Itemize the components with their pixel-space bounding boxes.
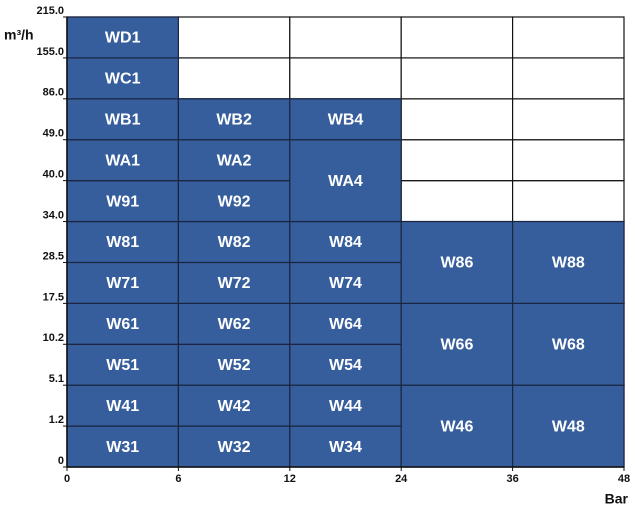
model-label: WB2 xyxy=(216,111,252,128)
empty-cell xyxy=(511,57,625,100)
model-label: WB1 xyxy=(105,111,141,128)
x-tick-label: 12 xyxy=(284,473,296,485)
x-tick-label: 24 xyxy=(395,473,408,485)
model-label: WA1 xyxy=(105,152,140,169)
y-tick-label: 215.0 xyxy=(36,5,64,17)
model-label: W44 xyxy=(329,398,362,415)
empty-cell xyxy=(400,57,514,100)
model-cell xyxy=(177,261,291,304)
y-tick-label: 86.0 xyxy=(43,87,64,99)
model-cell xyxy=(66,16,180,59)
empty-cell xyxy=(511,139,625,182)
y-tick-label: 17.5 xyxy=(43,291,64,303)
model-label: W84 xyxy=(329,234,362,251)
empty-cell xyxy=(400,98,514,141)
model-label: W68 xyxy=(552,336,585,353)
model-cell xyxy=(177,425,291,468)
model-cell xyxy=(400,302,514,386)
model-cell xyxy=(289,261,402,304)
x-tick-label: 6 xyxy=(175,473,181,485)
empty-cell xyxy=(177,57,291,100)
model-cell xyxy=(66,139,180,182)
y-tick-label: 34.0 xyxy=(43,209,64,221)
model-label: W41 xyxy=(106,398,139,415)
model-cell xyxy=(511,220,625,304)
model-label: WC1 xyxy=(105,71,141,88)
model-label: WA2 xyxy=(217,152,252,169)
model-label: W61 xyxy=(106,316,139,333)
model-label: W32 xyxy=(218,439,251,456)
y-tick-label: 10.2 xyxy=(43,332,64,344)
model-label: W82 xyxy=(218,234,251,251)
y-unit: m³/h xyxy=(4,27,34,43)
model-label: W34 xyxy=(329,439,362,456)
model-cell xyxy=(66,180,180,223)
empty-cell xyxy=(177,16,291,59)
model-label: W64 xyxy=(329,316,362,333)
x-tick-label: 48 xyxy=(618,473,630,485)
model-label: W74 xyxy=(329,275,362,292)
y-tick-label: 49.0 xyxy=(43,128,64,140)
empty-cell xyxy=(400,139,514,182)
y-tick-label: 40.0 xyxy=(43,169,64,181)
model-cell xyxy=(400,384,514,468)
x-tick-label: 0 xyxy=(64,473,70,485)
model-label: W46 xyxy=(440,418,473,435)
empty-cell xyxy=(400,16,514,59)
model-label: W42 xyxy=(218,398,251,415)
y-tick-label: 1.2 xyxy=(49,414,64,426)
model-cell xyxy=(66,425,180,468)
model-label: W88 xyxy=(552,255,585,272)
model-label: W81 xyxy=(106,234,139,251)
model-cell xyxy=(66,98,180,141)
model-label: W54 xyxy=(329,357,362,374)
empty-cell xyxy=(289,16,402,59)
empty-cell xyxy=(289,57,402,100)
model-cell xyxy=(289,98,402,141)
empty-cell xyxy=(511,180,625,223)
model-cell xyxy=(289,139,402,223)
x-tick-label: 36 xyxy=(506,473,518,485)
model-label: W71 xyxy=(106,275,139,292)
model-label: W86 xyxy=(440,255,473,272)
model-cell xyxy=(177,180,291,223)
empty-cell xyxy=(511,98,625,141)
model-cell xyxy=(177,384,291,427)
y-tick-label: 0 xyxy=(58,455,64,467)
model-cell xyxy=(177,98,291,141)
empty-cell xyxy=(511,16,625,59)
y-tick-label: 5.1 xyxy=(49,373,64,385)
model-label: WA4 xyxy=(328,173,363,190)
model-label: WB4 xyxy=(328,111,364,128)
model-cell xyxy=(511,302,625,386)
model-label: W52 xyxy=(218,357,251,374)
model-cell xyxy=(511,384,625,468)
model-cell xyxy=(400,220,514,304)
model-cell xyxy=(177,343,291,386)
model-label: W48 xyxy=(552,418,585,435)
y-tick-label: 28.5 xyxy=(43,250,64,262)
model-label: W91 xyxy=(106,193,139,210)
model-label: W72 xyxy=(218,275,251,292)
x-unit: Bar xyxy=(605,491,629,507)
model-label: W51 xyxy=(106,357,139,374)
model-cell xyxy=(66,302,180,345)
model-label: W31 xyxy=(106,439,139,456)
model-label: W66 xyxy=(440,336,473,353)
empty-cell xyxy=(400,180,514,223)
model-label: W92 xyxy=(218,193,251,210)
y-tick-label: 155.0 xyxy=(36,46,64,58)
model-label: WD1 xyxy=(105,30,141,47)
model-label: W62 xyxy=(218,316,251,333)
model-cell xyxy=(177,139,291,182)
